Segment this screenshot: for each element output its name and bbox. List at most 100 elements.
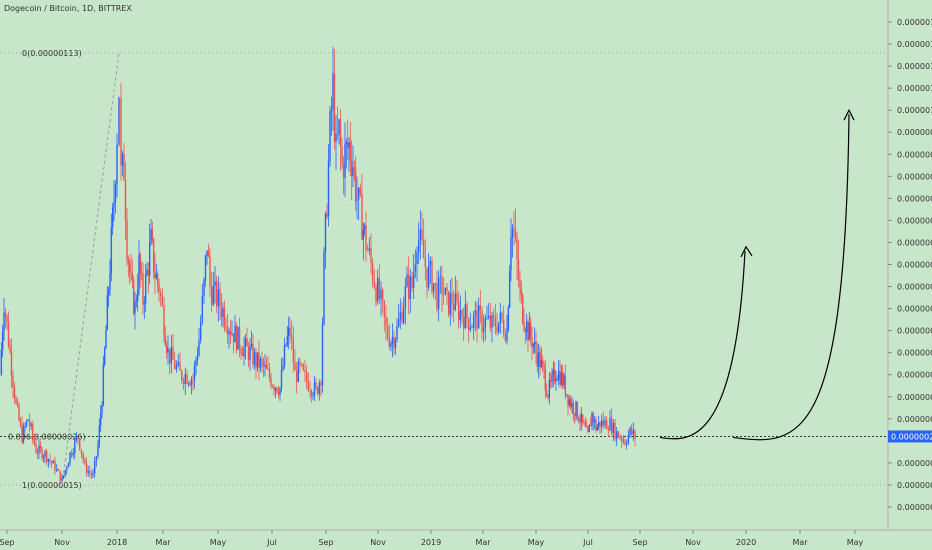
- candle-body: [486, 317, 488, 319]
- candle-body: [383, 301, 386, 318]
- candle-body: [540, 359, 543, 368]
- candle-body: [496, 326, 498, 332]
- y-axis[interactable]: 0.00000120 0.00000115 0.00000110 0.00000105…: [887, 0, 932, 530]
- candle-body: [114, 184, 117, 202]
- candle-body: [309, 390, 311, 392]
- candle-body: [25, 420, 28, 427]
- candle-body: [72, 453, 74, 456]
- candle-body: [532, 344, 535, 348]
- candle-body: [106, 295, 109, 330]
- candle-body: [18, 405, 20, 421]
- candle-body: [466, 304, 468, 319]
- y-tick-label: 0.00000080: [897, 194, 932, 203]
- candle-body: [580, 414, 583, 423]
- candle-body: [457, 301, 460, 321]
- candle-body: [138, 254, 140, 291]
- fib-level-label: 1(0.00000015): [22, 481, 82, 490]
- candle-body: [229, 330, 232, 335]
- candle-body: [519, 280, 521, 290]
- candle-body: [342, 164, 345, 178]
- candle-body: [241, 353, 244, 357]
- candle-body: [467, 318, 470, 330]
- candle-body: [70, 452, 73, 456]
- candle-body: [359, 187, 362, 194]
- candle-body: [21, 424, 23, 443]
- candle-body: [147, 269, 150, 276]
- candle-body: [172, 347, 174, 360]
- candle-body: [283, 345, 286, 366]
- projection-arrow-curve[interactable]: [659, 250, 746, 440]
- candle-body: [565, 394, 568, 396]
- candle-body: [110, 227, 113, 274]
- candle-body: [499, 312, 502, 323]
- candle-body: [417, 240, 420, 252]
- candle-body: [361, 193, 363, 240]
- candle-body: [414, 264, 417, 272]
- candle-body: [579, 421, 581, 423]
- candle-body: [13, 386, 16, 399]
- candle-body: [134, 302, 136, 314]
- candle-body: [563, 375, 565, 386]
- candle-body: [549, 380, 552, 382]
- candle-body: [504, 333, 507, 341]
- candle-body: [186, 374, 188, 384]
- candle-body: [182, 380, 185, 385]
- y-tick-label: 0.00000020: [897, 459, 932, 468]
- candle-body: [326, 213, 328, 217]
- candle-body: [168, 348, 171, 364]
- candles: [0, 46, 636, 484]
- candle-body: [217, 289, 220, 307]
- x-tick-label: Jul: [582, 538, 593, 547]
- candle-body: [329, 111, 331, 162]
- y-tick-label: 0.00000010: [897, 503, 932, 512]
- candle-body: [132, 280, 135, 314]
- candle-body: [32, 424, 34, 438]
- candle-body: [584, 422, 587, 427]
- candle-body: [299, 361, 301, 365]
- candle-body: [391, 336, 394, 344]
- candle-body: [583, 421, 585, 423]
- candle-body: [304, 369, 306, 373]
- candle-body: [315, 382, 317, 388]
- candle-body: [593, 420, 596, 423]
- candle-body: [189, 383, 191, 386]
- candle-body: [404, 286, 407, 309]
- candle-body: [529, 322, 532, 338]
- candle-body: [253, 352, 256, 365]
- candle-body: [366, 250, 369, 252]
- candle-body: [497, 322, 500, 332]
- candle-body: [472, 315, 475, 328]
- y-tick-label: 0.00000015: [897, 481, 932, 490]
- candle-body: [591, 413, 593, 427]
- candle-body: [259, 358, 262, 368]
- candle-body: [365, 225, 367, 251]
- candle-body: [543, 363, 545, 370]
- candle-body: [577, 418, 580, 422]
- fib-anchor-line[interactable]: [61, 52, 120, 486]
- candle-body: [302, 364, 305, 370]
- candle-body: [489, 315, 492, 328]
- candle-body: [35, 444, 37, 453]
- price-tag-background: [888, 430, 932, 443]
- candle-body: [629, 427, 631, 435]
- candle-body: [615, 431, 618, 440]
- projection-arrow-curve[interactable]: [732, 114, 850, 441]
- candle-body: [148, 243, 151, 276]
- candle-body: [434, 283, 437, 285]
- candle-body: [386, 325, 389, 338]
- candle-body: [282, 365, 284, 370]
- x-axis[interactable]: Sep Nov 2018 Mar May Jul Sep Nov 2019 Mar May Jul Se…: [0, 529, 932, 547]
- candle-body: [127, 259, 130, 263]
- candle-body: [333, 73, 336, 142]
- candle-body: [352, 167, 354, 177]
- candle-body: [219, 289, 221, 307]
- candle-body: [349, 142, 352, 162]
- candle-body: [390, 343, 392, 347]
- candle-body: [432, 283, 435, 292]
- candle-body: [553, 370, 556, 382]
- candle-body: [90, 473, 93, 476]
- candle-body: [362, 228, 365, 240]
- candle-body: [192, 379, 194, 381]
- candle-body: [422, 240, 425, 259]
